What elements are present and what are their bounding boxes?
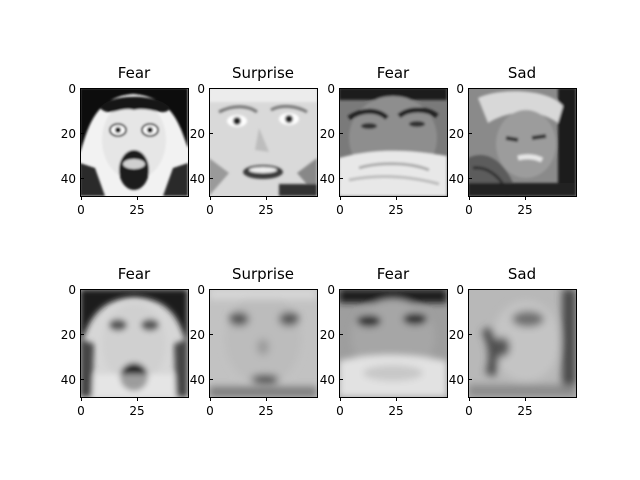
y-tick-label: 0 bbox=[68, 82, 84, 96]
y-tick-label: 20 bbox=[189, 328, 214, 342]
panel-title: Sad bbox=[507, 265, 537, 283]
panel-title: Surprise bbox=[231, 265, 295, 283]
y-tick-label: 40 bbox=[448, 373, 473, 387]
y-tick-label: 40 bbox=[189, 373, 214, 387]
panel-surprise-2: Surprise 0 20 40 0 25 bbox=[190, 265, 318, 417]
panel-title: Surprise bbox=[231, 64, 295, 82]
x-tick-label: 25 bbox=[127, 397, 147, 417]
x-tick-label: 0 bbox=[330, 196, 350, 216]
x-tick-label: 0 bbox=[71, 397, 91, 417]
face-image-sad-reconstruction bbox=[468, 289, 576, 397]
x-tick-label: 0 bbox=[459, 397, 479, 417]
y-tick-label: 20 bbox=[60, 127, 85, 141]
y-tick-label: 40 bbox=[448, 172, 473, 186]
y-tick-label: 20 bbox=[448, 328, 473, 342]
x-tick-label: 25 bbox=[256, 196, 276, 216]
y-tick-label: 40 bbox=[319, 172, 344, 186]
y-tick-label: 40 bbox=[319, 373, 344, 387]
y-tick-label: 40 bbox=[60, 373, 85, 387]
face-image-fear-reconstruction bbox=[80, 289, 188, 397]
face-image-sad-man bbox=[468, 88, 576, 196]
x-tick-label: 0 bbox=[71, 196, 91, 216]
y-tick-label: 20 bbox=[319, 328, 344, 342]
panel-fear-2: Fear 0 20 40 0 25 bbox=[320, 64, 448, 216]
face-image-surprise-reconstruction bbox=[209, 289, 317, 397]
y-tick-label: 40 bbox=[60, 172, 85, 186]
y-tick-label: 0 bbox=[327, 283, 343, 297]
y-tick-label: 0 bbox=[456, 283, 472, 297]
y-tick-label: 0 bbox=[197, 283, 213, 297]
x-tick-label: 25 bbox=[515, 397, 535, 417]
x-tick-label: 0 bbox=[200, 196, 220, 216]
panel-title: Fear bbox=[376, 265, 410, 283]
x-tick-label: 0 bbox=[459, 196, 479, 216]
panel-surprise-1: Surprise 0 20 40 0 25 bbox=[190, 64, 318, 216]
x-tick-label: 0 bbox=[330, 397, 350, 417]
face-image-surprise bbox=[209, 88, 317, 196]
panel-title: Sad bbox=[507, 64, 537, 82]
x-tick-label: 25 bbox=[386, 397, 406, 417]
y-tick-label: 40 bbox=[189, 172, 214, 186]
x-tick-label: 25 bbox=[127, 196, 147, 216]
y-tick-label: 0 bbox=[327, 82, 343, 96]
panel-fear-3: Fear 0 20 40 0 25 bbox=[61, 265, 189, 417]
panel-title: Fear bbox=[117, 64, 151, 82]
y-tick-label: 20 bbox=[189, 127, 214, 141]
face-image-fear-screaming bbox=[80, 88, 188, 196]
panel-sad-1: Sad 0 20 40 0 25 bbox=[449, 64, 577, 216]
x-tick-label: 25 bbox=[256, 397, 276, 417]
panel-sad-2: Sad 0 20 40 0 25 bbox=[449, 265, 577, 417]
y-tick-label: 20 bbox=[60, 328, 85, 342]
y-tick-label: 20 bbox=[319, 127, 344, 141]
y-tick-label: 0 bbox=[68, 283, 84, 297]
x-tick-label: 0 bbox=[200, 397, 220, 417]
face-image-fear-hand-reconstruction bbox=[339, 289, 447, 397]
panel-fear-1: Fear 0 20 40 0 25 bbox=[61, 64, 189, 216]
y-tick-label: 20 bbox=[448, 127, 473, 141]
x-tick-label: 25 bbox=[386, 196, 406, 216]
panel-title: Fear bbox=[117, 265, 151, 283]
panel-fear-4: Fear 0 20 40 0 25 bbox=[320, 265, 448, 417]
y-tick-label: 0 bbox=[456, 82, 472, 96]
x-tick-label: 25 bbox=[515, 196, 535, 216]
y-tick-label: 0 bbox=[197, 82, 213, 96]
face-image-fear-hand bbox=[339, 88, 447, 196]
panel-title: Fear bbox=[376, 64, 410, 82]
